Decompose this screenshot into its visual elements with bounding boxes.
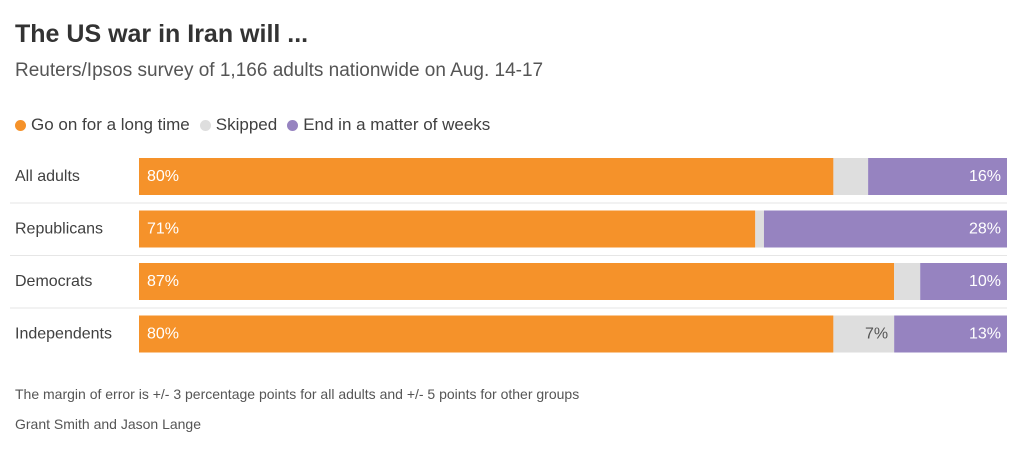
bar-label-all-adults-go-on-for-a-long-time: 80% [147, 168, 179, 185]
legend-dot-skipped [199, 119, 211, 131]
category-label-republicans: Republicans [15, 221, 103, 238]
bar-label-republicans-go-on-for-a-long-time: 71% [147, 221, 179, 238]
bar-label-independents-end-in-a-matter-of-weeks: 13% [969, 326, 1001, 343]
category-label-independents: Independents [15, 326, 112, 343]
bar-segment-republicans-skipped [755, 210, 764, 248]
category-label-all-adults: All adults [15, 168, 80, 185]
bar-segment-republicans-go-on-for-a-long-time [139, 210, 756, 248]
chart-credit: Grant Smith and Jason Lange [15, 416, 202, 432]
bar-segment-democrats-end-in-a-matter-of-weeks [920, 263, 1007, 300]
bar-segment-independents-end-in-a-matter-of-weeks [894, 315, 1007, 353]
bar-segment-independents-skipped [833, 315, 895, 353]
bar-segment-all-adults-skipped [833, 158, 869, 195]
bar-label-democrats-end-in-a-matter-of-weeks: 10% [969, 273, 1001, 290]
legend-dot-long-time [15, 119, 26, 131]
bar-segment-all-adults-end-in-a-matter-of-weeks [868, 158, 1007, 195]
chart-note: The margin of error is +/- 3 percentage … [15, 386, 580, 402]
legend-label-skipped: Skipped [215, 115, 278, 134]
legend-label-weeks: End in a matter of weeks [303, 115, 491, 134]
stacked-bar-chart: All adults 80% 16% Republicans 71% 28% Democra… [10, 158, 1007, 353]
legend-label-long-time: Go on for a long time [31, 115, 190, 134]
chart-subtitle: Reuters/Ipsos survey of 1,166 adults nat… [15, 60, 544, 81]
bar-label-all-adults-end-in-a-matter-of-weeks: 16% [969, 168, 1001, 185]
bar-label-independents-skipped: 7% [865, 326, 888, 343]
category-label-democrats: Democrats [15, 273, 92, 290]
chart-title: The US war in Iran will ... [15, 20, 309, 48]
legend-item-skipped: Skipped [199, 115, 278, 135]
bar-segment-all-adults-go-on-for-a-long-time [139, 158, 834, 195]
bar-label-independents-go-on-for-a-long-time: 80% [147, 326, 179, 343]
legend-item-weeks: End in a matter of weeks [287, 115, 490, 135]
bar-segment-democrats-go-on-for-a-long-time [139, 263, 895, 300]
bar-label-republicans-end-in-a-matter-of-weeks: 28% [969, 221, 1001, 238]
bar-label-democrats-go-on-for-a-long-time: 87% [147, 273, 179, 290]
legend: Go on for a long time Skipped End in a m… [15, 114, 500, 136]
bar-segment-independents-go-on-for-a-long-time [139, 315, 834, 353]
bar-segment-democrats-skipped [894, 263, 921, 300]
bar-segment-republicans-end-in-a-matter-of-weeks [763, 210, 1007, 248]
legend-dot-weeks [287, 119, 299, 131]
legend-item-long-time: Go on for a long time [15, 115, 190, 135]
